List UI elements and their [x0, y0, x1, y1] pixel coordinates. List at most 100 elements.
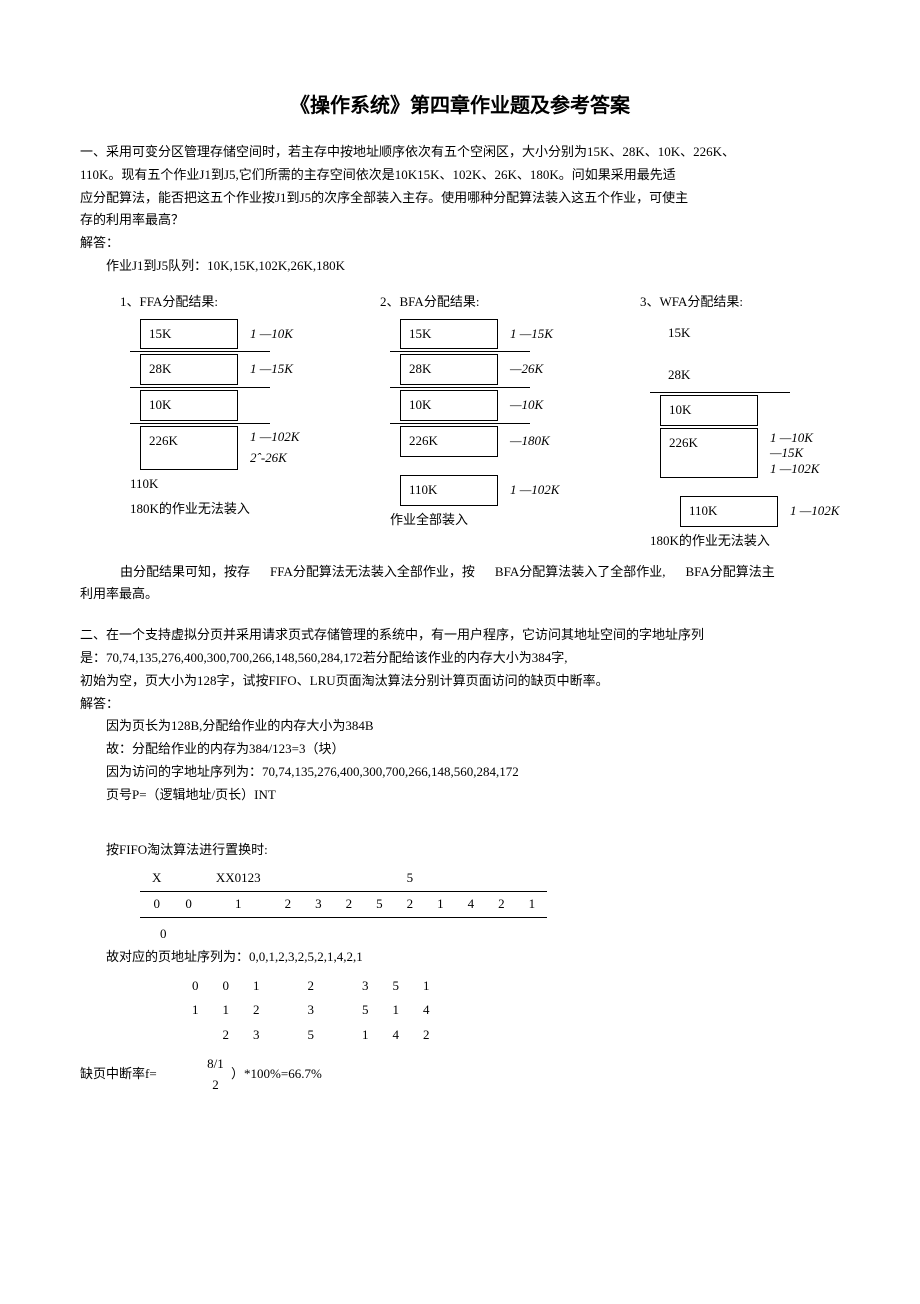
frame-cell: 2	[296, 974, 327, 999]
frame-table: 0012351 1123514 235142	[180, 974, 466, 1048]
frame-cell: 2	[241, 998, 272, 1023]
bfa-box-4: 110K	[400, 475, 498, 506]
frame-cell: 2	[211, 1023, 242, 1048]
q2-l1: 二、在一个支持虚拟分页并采用请求页式存储管理的系统中，有一用户程序，它访问其地址…	[80, 625, 840, 646]
seq-note: 故对应的页地址序列为：0,0,1,2,3,2,5,2,1,4,2,1	[106, 947, 840, 968]
t1-head-cell	[364, 866, 395, 891]
ffa-box-2: 10K	[140, 390, 238, 421]
frame-cell: 2	[411, 1023, 442, 1048]
bfa-box-3: 226K	[400, 426, 498, 457]
t1-head-cell	[517, 866, 548, 891]
frame-cell: 1	[211, 998, 242, 1023]
t1-head-cell	[303, 866, 334, 891]
t1-cell: 1	[425, 892, 456, 918]
frame-cell	[442, 998, 466, 1023]
ffa-lab-0: 1 —10K	[250, 324, 293, 345]
t1-head-cell	[425, 866, 456, 891]
concl-tail: 利用率最高。	[80, 584, 840, 605]
frame-cell: 0	[211, 974, 242, 999]
t1-head-cell	[273, 866, 304, 891]
frame-cell: 5	[350, 998, 381, 1023]
q1-l4: 存的利用率最高？	[80, 210, 840, 231]
concl-a: FFA分配算法无法装入全部作业，按	[270, 562, 475, 583]
q1-l1: 一、采用可变分区管理存储空间时，若主存中按地址顺序依次有五个空闲区，大小分别为1…	[80, 142, 840, 163]
q2-s2: 故：分配给作业的内存为384/123=3（块）	[106, 739, 840, 760]
concl-pre: 由分配结果可知，按存	[120, 562, 250, 583]
wfa-lab-2: 1 —102K	[790, 501, 839, 522]
bfa-lab-1: —26K	[510, 359, 543, 380]
q2-ans: 解答：	[80, 694, 840, 715]
frame-cell: 1	[411, 974, 442, 999]
wfa-box-1: 226K	[660, 428, 758, 478]
frame-cell	[180, 1023, 211, 1048]
frame-cell: 3	[296, 998, 327, 1023]
frame-cell: 5	[296, 1023, 327, 1048]
bfa-title: 2、BFA分配结果:	[380, 292, 620, 313]
wfa-lab-1: 1 —10K —15K 1 —102K	[770, 430, 819, 477]
t1-head-cell	[173, 866, 204, 891]
ffa-lab-1: 1 —15K	[250, 359, 293, 380]
t1-cell: 2	[486, 892, 517, 918]
ffa-box-1: 28K	[140, 354, 238, 385]
wfa-box-0: 10K	[660, 395, 758, 426]
t1-head-cell: X	[140, 866, 173, 891]
ffa-note: 180K的作业无法装入	[130, 499, 360, 520]
fault-label: 缺页中断率f=	[80, 1066, 157, 1081]
bfa-box-1: 28K	[400, 354, 498, 385]
bfa-lab-3: —180K	[510, 431, 550, 452]
frame-cell	[272, 998, 296, 1023]
bfa-note: 作业全部装入	[390, 510, 620, 531]
frame-cell: 4	[381, 1023, 412, 1048]
t1-cell: 0	[173, 892, 204, 918]
ffa-title: 1、FFA分配结果:	[120, 292, 360, 313]
ffa-box-0: 15K	[140, 319, 238, 350]
q1-l2: 110K。现有五个作业J1到J5,它们所需的主存空间依次是10K15K、102K…	[80, 165, 840, 186]
partition-diagrams: 1、FFA分配结果: 15K1 —10K 28K1 —15K 10K 226K1…	[120, 292, 880, 552]
t1-cell: 5	[364, 892, 395, 918]
frame-cell: 4	[411, 998, 442, 1023]
ffa-col: 1、FFA分配结果: 15K1 —10K 28K1 —15K 10K 226K1…	[120, 292, 360, 552]
t1-head-cell: 5	[395, 866, 426, 891]
frame-cell	[326, 974, 350, 999]
wfa-title: 3、WFA分配结果:	[640, 292, 880, 313]
concl-c: BFA分配算法主	[685, 562, 774, 583]
frame-cell: 0	[180, 974, 211, 999]
frame-cell	[272, 974, 296, 999]
frame-cell: 1	[381, 998, 412, 1023]
fault-frac: 8/1 2	[207, 1054, 224, 1096]
concl-b: BFA分配算法装入了全部作业,	[495, 562, 666, 583]
bfa-lab-2: —10K	[510, 395, 543, 416]
bfa-col: 2、BFA分配结果: 15K 1 —15K 28K —26K 10K —10K 226…	[380, 292, 620, 552]
t1-cell: 3	[303, 892, 334, 918]
fifo-title: 按FIFO淘汰算法进行置换时:	[106, 840, 840, 861]
t1-head-cell	[486, 866, 517, 891]
t1-head-cell	[456, 866, 487, 891]
t1-below: 0	[160, 924, 840, 945]
doc-title: 《操作系统》第四章作业题及参考答案	[80, 90, 840, 122]
fault-line: 缺页中断率f= 8/1 2 ）*100%=66.7%	[80, 1054, 840, 1096]
bfa-box-2: 10K	[400, 390, 498, 421]
t1-cell: 2	[273, 892, 304, 918]
t1-cell: 2	[395, 892, 426, 918]
q1-ans: 解答：	[80, 233, 840, 254]
frame-cell: 1	[180, 998, 211, 1023]
frame-cell: 1	[350, 1023, 381, 1048]
q2-l3: 初始为空，页大小为128字，试按FIFO、LRU页面淘汰算法分别计算页面访问的缺…	[80, 671, 840, 692]
q1-queue: 作业J1到J5队列：10K,15K,102K,26K,180K	[106, 256, 840, 277]
t1-cell: 4	[456, 892, 487, 918]
q2-s3: 因为访问的字地址序列为：70,74,135,276,400,300,700,26…	[106, 762, 840, 783]
conclusion-row: 由分配结果可知，按存 FFA分配算法无法装入全部作业，按 BFA分配算法装入了全…	[120, 562, 880, 583]
frame-cell: 5	[381, 974, 412, 999]
wfa-box-2: 110K	[680, 496, 778, 527]
t1-cell: 0	[140, 892, 173, 918]
t1-cell: 1	[517, 892, 548, 918]
t1-head-cell	[334, 866, 365, 891]
q2-l2: 是：70,74,135,276,400,300,700,266,148,560,…	[80, 648, 840, 669]
ffa-bottom: 110K	[130, 474, 360, 495]
frame-cell: 3	[241, 1023, 272, 1048]
bfa-lab-0: 1 —15K	[510, 324, 553, 345]
t1-head-cell: XX0123	[204, 866, 273, 891]
bfa-box-0: 15K	[400, 319, 498, 350]
wfa-col: 3、WFA分配结果: 15K 28K 10K 226K1 —10K —15K 1…	[640, 292, 880, 552]
frame-cell	[326, 998, 350, 1023]
